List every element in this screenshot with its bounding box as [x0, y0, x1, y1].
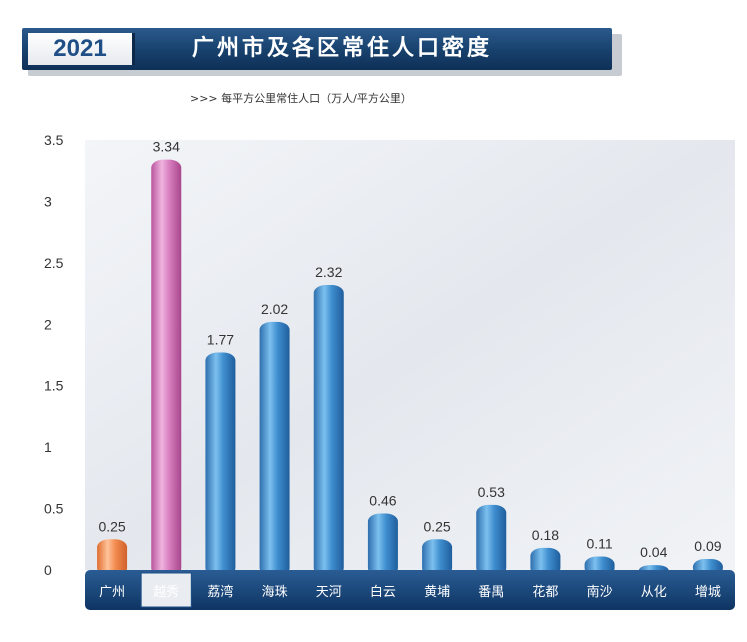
category-label: 海珠: [262, 585, 288, 600]
value-label: 1.77: [207, 332, 234, 348]
value-label: 0.04: [640, 544, 667, 560]
value-label: 0.18: [532, 527, 559, 543]
value-label: 0.46: [369, 492, 396, 508]
bar-4: [313, 284, 344, 576]
bars: 0.25 3.34 1.77 2.02 2.32 0.46 0.25 0.53 0.18 0.11…: [97, 139, 723, 576]
y-tick-label: 1.5: [44, 378, 64, 394]
value-label: 0.11: [586, 535, 612, 551]
bar-8: [530, 547, 561, 576]
bar-3: [259, 321, 290, 576]
chart-subtitle: >>> 每平方公里常住人口（万人/平方公里）: [190, 92, 412, 105]
category-label: 天河: [316, 585, 342, 600]
category-label: 白云: [370, 584, 396, 600]
header-bar: 2021 广州市及各区常住人口密度: [22, 28, 612, 70]
category-label: 从化: [641, 585, 667, 600]
value-label: 2.02: [261, 301, 288, 317]
y-tick-label: 0: [44, 562, 52, 578]
y-tick-label: 3: [44, 193, 52, 209]
value-label: 0.25: [98, 518, 125, 534]
category-label: 番禺: [478, 585, 504, 600]
bar-7: [476, 504, 507, 576]
y-tick-label: 0.5: [44, 501, 64, 517]
y-tick-label: 2: [44, 316, 52, 332]
category-label: 花都: [532, 584, 558, 600]
category-labels: 广州 越秀 荔湾 海珠 天河 白云 黄埔 番禺 花都 南沙 从化 增城: [99, 572, 721, 608]
chart-header: 2021 广州市及各区常住人口密度: [22, 28, 622, 76]
value-label: 0.09: [694, 538, 721, 554]
category-label: 荔湾: [207, 584, 233, 600]
y-tick-label: 1: [44, 439, 52, 455]
bar-0: [97, 539, 128, 576]
value-label: 0.25: [423, 518, 450, 534]
plot-background: [85, 140, 735, 570]
category-highlight: [140, 572, 192, 608]
bar-6: [422, 539, 453, 576]
bar-1: [151, 159, 182, 576]
y-axis: 0 0.5 1 1.5 2 2.5 3 3.5: [44, 132, 64, 578]
category-label: 增城: [695, 585, 721, 600]
category-label: 越秀: [153, 585, 179, 600]
chart-title: 广州市及各区常住人口密度: [192, 36, 493, 61]
y-tick-label: 3.5: [44, 132, 64, 148]
category-label: 南沙: [587, 584, 613, 600]
category-label: 黄埔: [424, 585, 450, 600]
category-label: 广州: [99, 585, 125, 600]
y-tick-label: 2.5: [44, 255, 64, 271]
year-badge: 2021: [28, 33, 135, 65]
bar-5: [367, 513, 398, 576]
bar-2: [205, 352, 236, 576]
value-label: 3.34: [153, 139, 180, 155]
value-label: 2.32: [315, 264, 342, 280]
value-label: 0.53: [478, 484, 505, 500]
category-band: [85, 570, 735, 610]
